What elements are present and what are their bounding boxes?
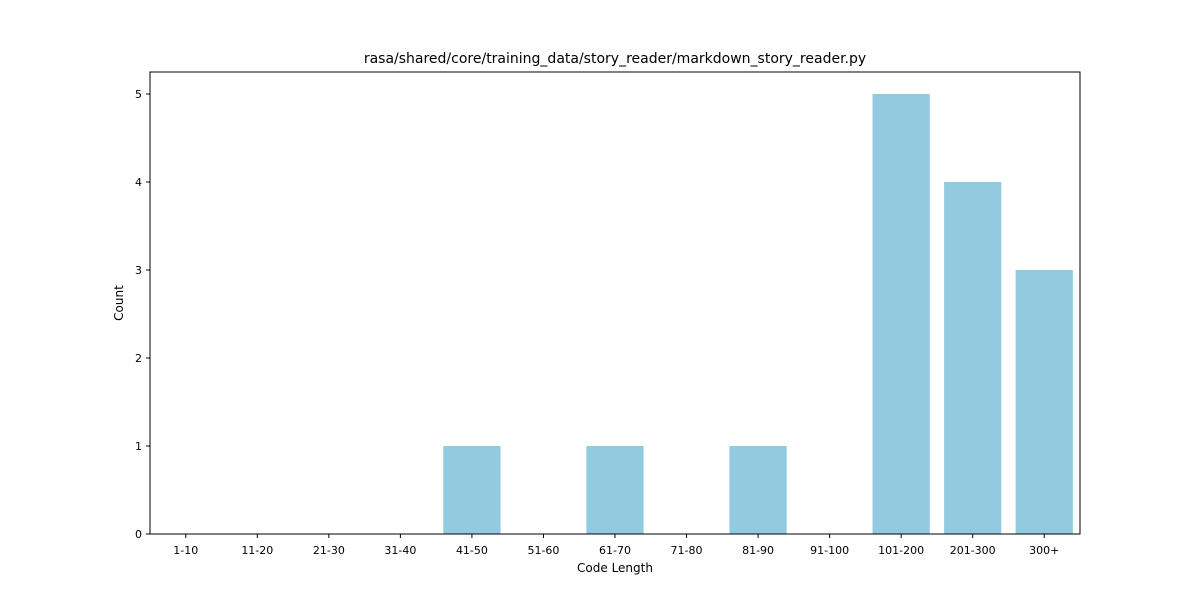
bar-81-90 [729,446,787,534]
x-tick-label: 41-50 [456,544,488,557]
chart-title: rasa/shared/core/training_data/story_rea… [364,51,866,67]
bar-201-300 [944,182,1002,534]
y-axis-ticks: 0 1 2 3 4 5 [135,88,150,541]
x-tick-label: 91-100 [810,544,849,557]
x-axis-ticks: 1-10 11-20 21-30 31-40 41-50 51-60 61-70 71-80 8… [173,534,1059,557]
y-tick-label: 4 [135,176,142,189]
x-tick-label: 300+ [1029,544,1059,557]
plot-frame [149,71,1081,535]
x-tick-label: 51-60 [527,544,559,557]
y-tick-label: 1 [135,440,142,453]
x-tick-label: 61-70 [599,544,631,557]
x-tick-label: 21-30 [313,544,345,557]
x-axis-label: Code Length [577,561,653,575]
y-tick-label: 5 [135,88,142,101]
x-tick-label: 71-80 [671,544,703,557]
x-tick-label: 1-10 [173,544,198,557]
x-tick-label: 31-40 [384,544,416,557]
x-tick-label: 101-200 [878,544,924,557]
bar-41-50 [443,446,501,534]
bar-300+ [1015,270,1073,534]
y-tick-label: 2 [135,352,142,365]
y-tick-label: 0 [135,528,142,541]
bar-101-200 [872,94,930,534]
y-tick-label: 3 [135,264,142,277]
bar-61-70 [586,446,644,534]
x-tick-label: 11-20 [241,544,273,557]
x-tick-label: 201-300 [950,544,996,557]
bars-group [443,94,1073,534]
x-tick-label: 81-90 [742,544,774,557]
y-axis-label: Count [112,285,126,321]
